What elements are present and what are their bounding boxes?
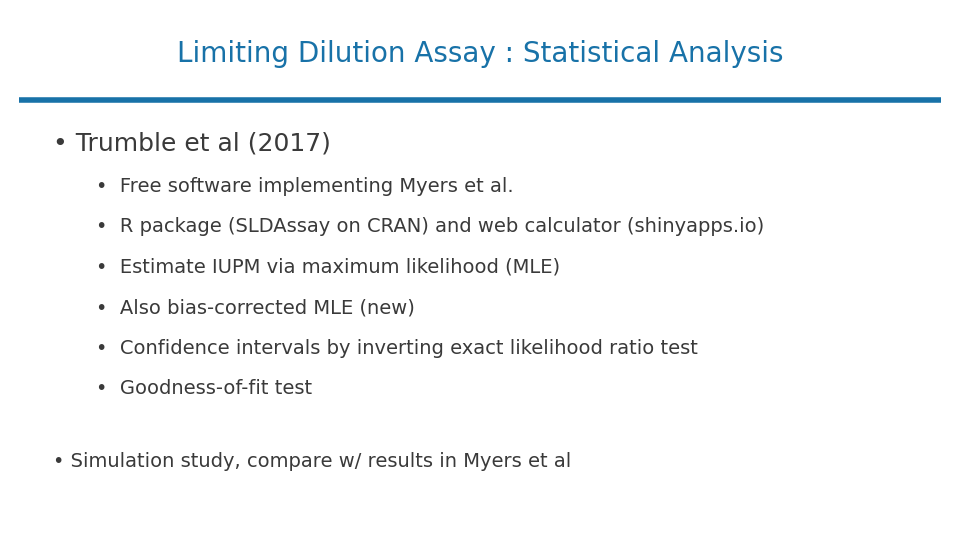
Text: •  Free software implementing Myers et al.: • Free software implementing Myers et al…: [96, 177, 514, 196]
Text: •  Also bias-corrected MLE (new): • Also bias-corrected MLE (new): [96, 298, 415, 318]
Text: • Trumble et al (2017): • Trumble et al (2017): [53, 131, 330, 155]
Text: •  R package (SLDAssay on CRAN) and web calculator (shinyapps.io): • R package (SLDAssay on CRAN) and web c…: [96, 217, 764, 237]
Text: •  Goodness-of-fit test: • Goodness-of-fit test: [96, 379, 312, 399]
Text: •  Confidence intervals by inverting exact likelihood ratio test: • Confidence intervals by inverting exac…: [96, 339, 698, 358]
Text: •  Estimate IUPM via maximum likelihood (MLE): • Estimate IUPM via maximum likelihood (…: [96, 258, 560, 277]
Text: Limiting Dilution Assay : Statistical Analysis: Limiting Dilution Assay : Statistical An…: [177, 40, 783, 68]
Text: • Simulation study, compare w/ results in Myers et al: • Simulation study, compare w/ results i…: [53, 452, 571, 471]
